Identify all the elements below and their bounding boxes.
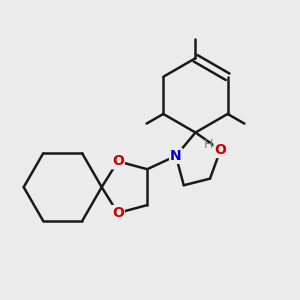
Text: H: H — [204, 138, 213, 151]
Text: O: O — [214, 143, 226, 157]
Text: O: O — [112, 206, 124, 220]
Text: O: O — [112, 154, 124, 168]
Text: N: N — [170, 149, 182, 163]
